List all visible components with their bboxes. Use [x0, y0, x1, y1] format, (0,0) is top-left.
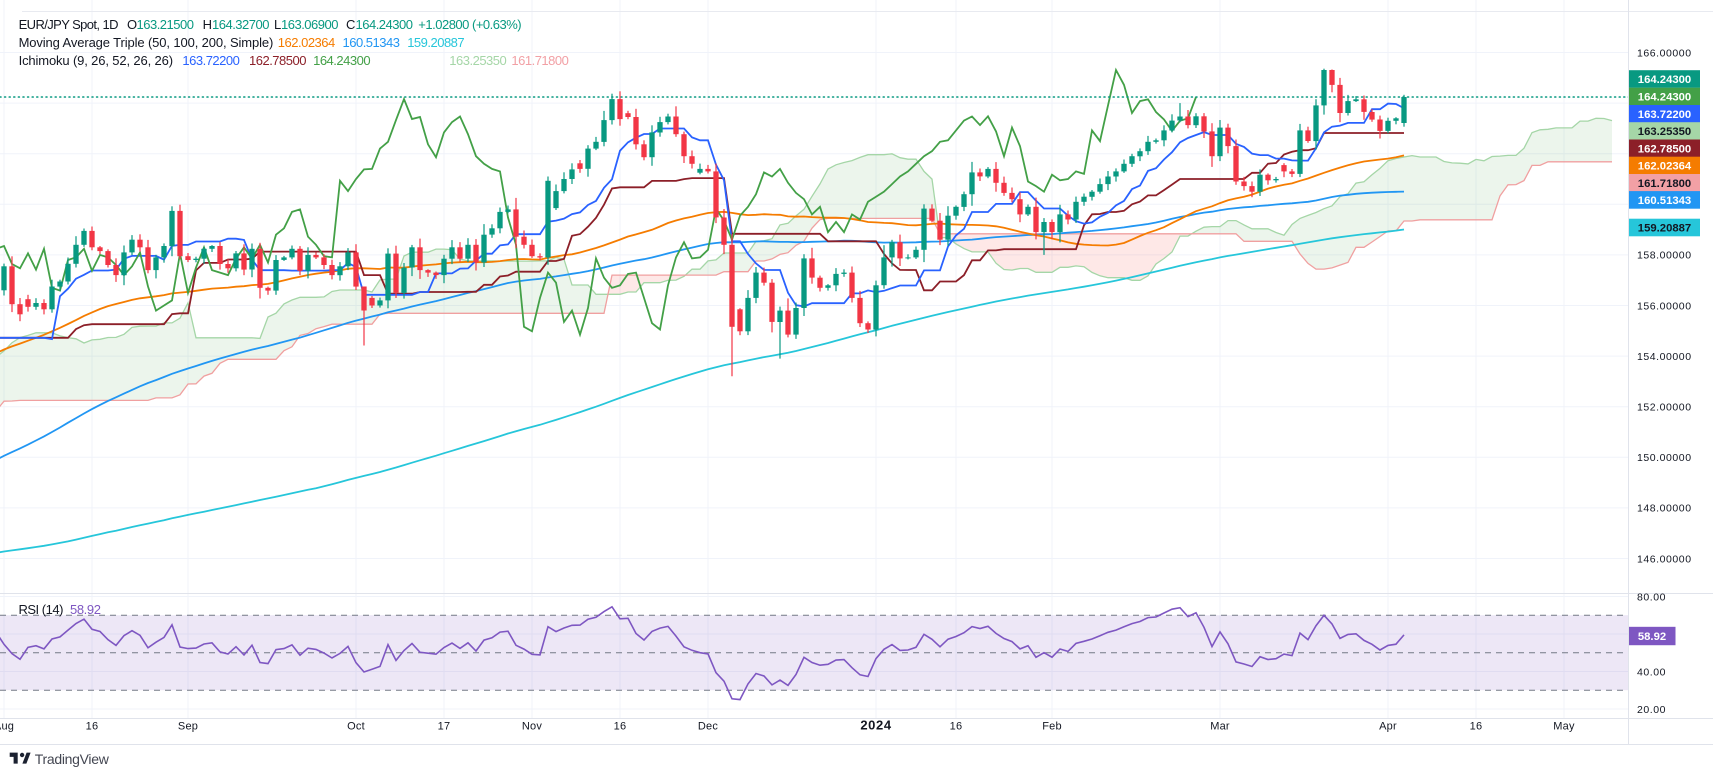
svg-text:58.92: 58.92: [1638, 631, 1666, 643]
svg-text:L: L: [274, 17, 281, 32]
svg-text:164.32700: 164.32700: [212, 17, 269, 32]
svg-text:152.00000: 152.00000: [1637, 402, 1692, 414]
svg-text:C: C: [346, 17, 355, 32]
svg-text:Apr: Apr: [1379, 721, 1397, 733]
svg-text:Sep: Sep: [178, 721, 198, 733]
svg-text:148.00000: 148.00000: [1637, 503, 1692, 515]
svg-text:O: O: [127, 17, 137, 32]
svg-text:162.02364: 162.02364: [1638, 161, 1692, 173]
svg-text:16: 16: [86, 721, 99, 733]
svg-text:H: H: [203, 17, 212, 32]
svg-text:163.72200: 163.72200: [1638, 109, 1691, 121]
svg-text:163.06900: 163.06900: [281, 17, 338, 32]
svg-text:161.71800: 161.71800: [1638, 178, 1691, 190]
svg-text:RSI (14): RSI (14): [19, 602, 64, 617]
svg-text:160.51343: 160.51343: [343, 35, 400, 50]
svg-text:150.00000: 150.00000: [1637, 452, 1692, 464]
svg-text:Dec: Dec: [698, 721, 718, 733]
svg-text:20.00: 20.00: [1637, 704, 1666, 716]
svg-text:Moving Average Triple (50, 100: Moving Average Triple (50, 100, 200, Sim…: [19, 35, 274, 50]
svg-text:159.20887: 159.20887: [1638, 223, 1691, 235]
svg-text:163.21500: 163.21500: [137, 17, 194, 32]
svg-text:158.00000: 158.00000: [1637, 250, 1692, 262]
svg-text:161.71800: 161.71800: [511, 53, 568, 68]
svg-text:163.25350: 163.25350: [449, 53, 506, 68]
svg-text:+1.02800 (+0.63%): +1.02800 (+0.63%): [418, 17, 521, 32]
svg-text:164.24300: 164.24300: [1638, 74, 1691, 86]
svg-text:164.24300: 164.24300: [1638, 92, 1691, 104]
svg-text:Mar: Mar: [1210, 721, 1230, 733]
svg-text:156.00000: 156.00000: [1637, 300, 1692, 312]
svg-text:Oct: Oct: [347, 721, 365, 733]
svg-text:160.51343: 160.51343: [1638, 195, 1691, 207]
svg-text:58.92: 58.92: [70, 602, 101, 617]
svg-text:EUR/JPY Spot, 1D: EUR/JPY Spot, 1D: [19, 17, 118, 32]
svg-text:16: 16: [1470, 721, 1483, 733]
svg-text:17: 17: [438, 721, 451, 733]
svg-text:163.72200: 163.72200: [182, 53, 239, 68]
svg-text:164.24300: 164.24300: [356, 17, 413, 32]
svg-text:TradingView: TradingView: [35, 751, 110, 767]
svg-text:146.00000: 146.00000: [1637, 553, 1692, 565]
svg-text:Aug: Aug: [0, 721, 14, 733]
svg-text:163.25350: 163.25350: [1638, 126, 1691, 138]
svg-text:Ichimoku (9, 26, 52, 26, 26): Ichimoku (9, 26, 52, 26, 26): [19, 53, 173, 68]
svg-text:162.02364: 162.02364: [278, 35, 335, 50]
svg-text:164.24300: 164.24300: [313, 53, 370, 68]
svg-text:162.78500: 162.78500: [1638, 143, 1691, 155]
svg-text:40.00: 40.00: [1637, 666, 1666, 678]
svg-text:Nov: Nov: [522, 721, 542, 733]
svg-text:2024: 2024: [860, 718, 891, 733]
svg-text:Feb: Feb: [1042, 721, 1062, 733]
svg-text:162.78500: 162.78500: [249, 53, 306, 68]
svg-text:166.00000: 166.00000: [1637, 47, 1692, 59]
svg-text:80.00: 80.00: [1637, 591, 1666, 603]
svg-text:154.00000: 154.00000: [1637, 351, 1692, 363]
svg-text:159.20887: 159.20887: [407, 35, 464, 50]
svg-text:May: May: [1553, 721, 1575, 733]
svg-text:16: 16: [614, 721, 627, 733]
svg-text:16: 16: [950, 721, 963, 733]
